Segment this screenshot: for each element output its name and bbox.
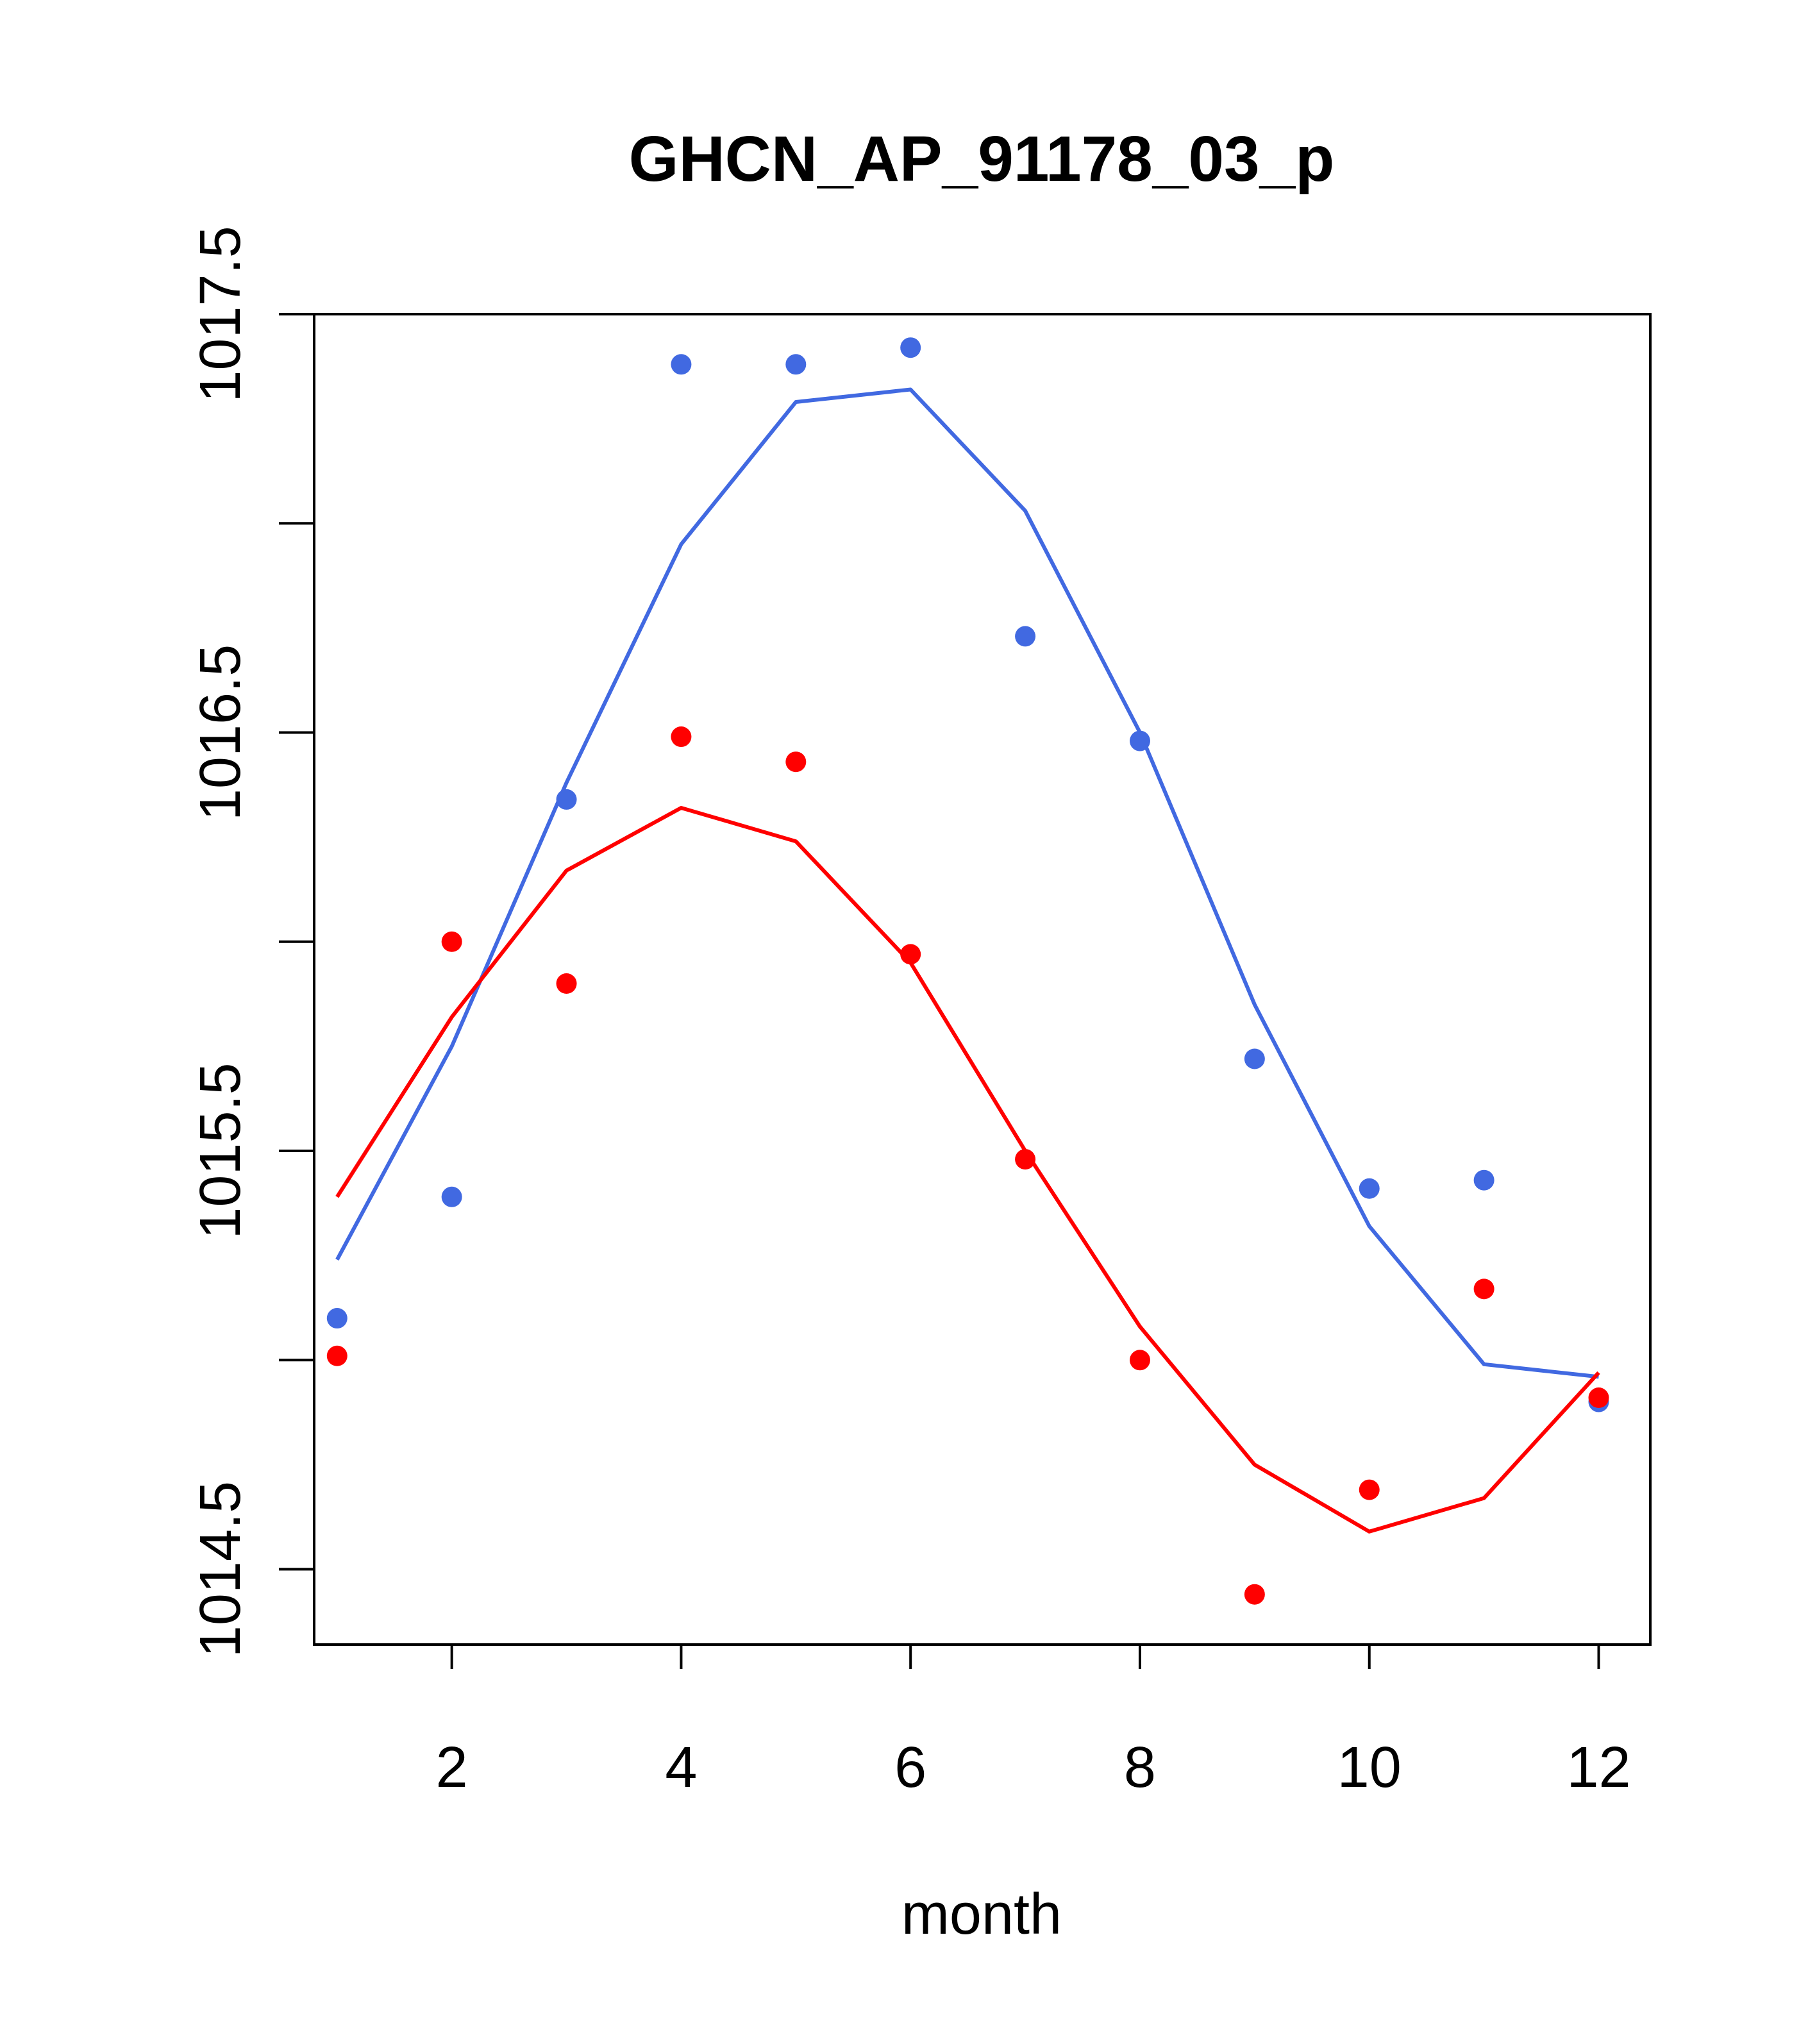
data-point-red <box>671 726 692 748</box>
data-point-red <box>441 931 462 952</box>
data-point-red <box>1588 1387 1609 1409</box>
data-point-blue <box>326 1308 347 1329</box>
series-layer <box>326 337 1609 1605</box>
x-axis: 2 4 6 8 10 12 <box>436 1645 1631 1800</box>
data-point-red <box>1473 1278 1495 1300</box>
data-point-blue <box>1015 626 1036 647</box>
data-point-blue <box>1129 730 1150 751</box>
x-tick-label: 12 <box>1566 1736 1630 1800</box>
y-tick-label: 1016.5 <box>188 644 253 821</box>
x-tick-label: 6 <box>894 1736 926 1800</box>
x-axis-label: month <box>901 1882 1062 1947</box>
y-tick-label: 1014.5 <box>188 1481 253 1657</box>
series-line-red <box>335 806 1600 1534</box>
data-point-red <box>1015 1149 1036 1170</box>
x-tick-label: 4 <box>665 1736 697 1800</box>
y-tick-label: 1015.5 <box>188 1062 253 1239</box>
data-point-blue <box>1359 1178 1380 1199</box>
data-point-blue <box>785 354 807 375</box>
data-point-red <box>1359 1479 1380 1500</box>
plot-frame <box>313 313 1652 1646</box>
chart-title: GHCN_AP_91178_03_p <box>629 123 1335 195</box>
y-tick-label: 1017.5 <box>188 226 253 402</box>
series-line-blue <box>335 387 1599 1379</box>
y-axis: 1014.5 1015.5 1016.5 1017.5 <box>188 226 314 1657</box>
data-point-red <box>1129 1350 1150 1371</box>
data-point-red <box>326 1345 347 1366</box>
data-point-blue <box>441 1186 462 1207</box>
data-point-blue <box>1244 1048 1265 1069</box>
x-tick-label: 10 <box>1337 1736 1402 1800</box>
data-point-red <box>785 751 807 773</box>
data-point-blue <box>900 337 921 358</box>
data-point-blue <box>1473 1169 1495 1191</box>
data-point-red <box>556 973 577 994</box>
data-point-red <box>1244 1584 1265 1605</box>
x-tick-label: 2 <box>436 1736 468 1800</box>
data-point-blue <box>556 789 577 810</box>
x-tick-label: 8 <box>1124 1736 1156 1800</box>
data-point-red <box>900 944 921 965</box>
data-point-blue <box>671 354 692 375</box>
